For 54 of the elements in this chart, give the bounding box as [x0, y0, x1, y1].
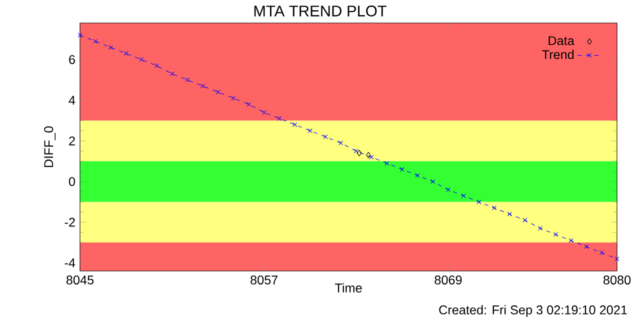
- x-tick-label: 8057: [250, 275, 278, 284]
- point: [415, 173, 420, 178]
- point: [338, 140, 344, 146]
- y-tick-label: 6: [69, 55, 75, 64]
- point: [185, 78, 190, 82]
- point: [553, 232, 558, 237]
- point: [366, 152, 371, 158]
- point: [369, 154, 374, 160]
- legend-label: Data: [548, 36, 574, 46]
- point: [78, 32, 82, 38]
- x-axis-title: Time: [334, 283, 362, 292]
- point: [200, 84, 206, 88]
- chart-title: MTA TREND PLOT: [254, 6, 387, 16]
- point: [461, 194, 466, 198]
- point: [354, 148, 358, 154]
- y-axis-title: DIFF_0: [44, 126, 56, 168]
- point: [139, 57, 144, 62]
- point: [308, 128, 312, 134]
- point: [522, 218, 528, 222]
- point: [538, 226, 543, 231]
- point: [476, 200, 482, 204]
- x-tick-label: 8080: [603, 275, 631, 284]
- x-tick-label: 8045: [66, 275, 94, 284]
- point: [108, 45, 113, 50]
- y-tick-label: 4: [68, 96, 76, 105]
- point: [246, 102, 252, 107]
- y-tick-label: 0: [68, 177, 76, 186]
- legend-label: Trend: [542, 50, 574, 60]
- point: [262, 110, 266, 115]
- point: [492, 206, 497, 210]
- point: [584, 244, 589, 249]
- point: [170, 72, 174, 76]
- point: [614, 256, 620, 262]
- point: [124, 51, 128, 56]
- point: [356, 150, 362, 156]
- point: [599, 250, 604, 255]
- y-tick-label: -4: [64, 258, 76, 268]
- point: [277, 116, 282, 121]
- point: [93, 39, 98, 44]
- point: [568, 238, 574, 243]
- point: [430, 179, 436, 184]
- point: [231, 96, 236, 100]
- x-tick-label: 8069: [434, 275, 462, 284]
- y-tick-label: -2: [64, 218, 75, 227]
- point: [400, 167, 404, 172]
- point: [323, 134, 328, 140]
- point: [216, 90, 220, 94]
- point: [154, 63, 159, 68]
- y-tick-label: 2: [69, 136, 75, 146]
- text: Created: Fri Sep 3 02:19:10 2021: [439, 305, 627, 317]
- point: [292, 122, 298, 127]
- point: [507, 212, 512, 216]
- point: [446, 187, 450, 192]
- point: [384, 160, 390, 166]
